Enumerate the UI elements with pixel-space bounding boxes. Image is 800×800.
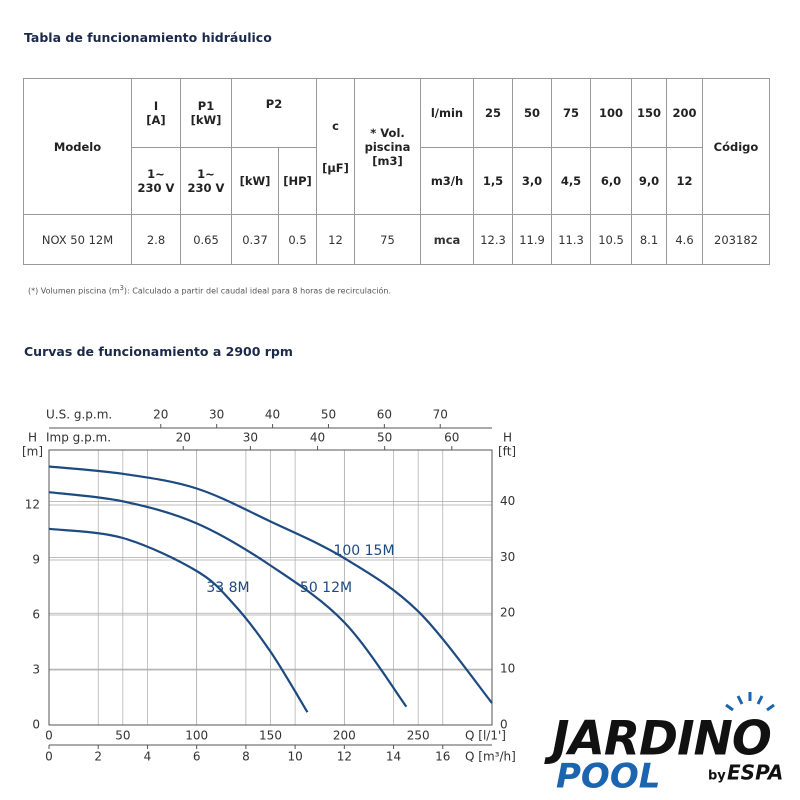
header-cell: 1,5	[473, 147, 513, 215]
header-cell: Código	[702, 78, 770, 215]
header-cell: [HP]	[278, 147, 317, 215]
header-cell: 6,0	[590, 147, 632, 215]
header-cell: 12	[666, 147, 703, 215]
header-cell: l/min	[420, 78, 474, 148]
logo-text: POOL	[556, 757, 660, 797]
logo-text: JARDINO	[544, 712, 771, 767]
curve	[48, 527, 309, 713]
table-cell: 0.37	[231, 214, 279, 265]
header-cell: 9,0	[631, 147, 667, 215]
x4-tick-label: 50	[377, 431, 392, 445]
y-tick-label: 9	[32, 553, 40, 567]
y-tick-label: 6	[32, 608, 40, 622]
plot-frame	[48, 449, 493, 726]
x3-tick-label: 70	[433, 408, 448, 422]
logo-text: by	[708, 769, 726, 784]
y-tick-label: 0	[32, 718, 40, 732]
footnote-text: ): Calculado a partir del caudal ideal p…	[123, 286, 392, 296]
x4-tick-label: 30	[243, 431, 258, 445]
header-cell: c [µF]	[316, 78, 355, 215]
table-cell: 11.9	[512, 214, 552, 265]
curve	[48, 491, 408, 708]
chart-title: Curvas de funcionamiento a 2900 rpm	[24, 344, 293, 359]
table-cell: 203182	[702, 214, 770, 265]
footnote: (*) Volumen piscina (m3): Calculado a pa…	[28, 284, 391, 296]
header-cell: P2	[231, 78, 317, 148]
curve-label: 50 12M	[300, 580, 352, 596]
y2-tick-label: 0	[500, 718, 508, 732]
header-cell: I [A]	[131, 78, 181, 148]
x-tick-label: 50	[115, 729, 130, 743]
x3-tick-label: 50	[321, 408, 336, 422]
x3-tick-label: 30	[209, 408, 224, 422]
x3-tick-label: 60	[377, 408, 392, 422]
x-tick-label: 150	[259, 729, 282, 743]
x2-tick-label: 16	[435, 750, 450, 764]
axis-label: Imp g.p.m.	[46, 431, 111, 445]
table-cell: 0.5	[278, 214, 317, 265]
table-cell: 8.1	[631, 214, 667, 265]
curve-label: 100 15M	[333, 543, 394, 559]
logo-drops	[725, 692, 775, 712]
x-tick-label: 250	[407, 729, 430, 743]
table-cell: 2.8	[131, 214, 181, 265]
table: Modelo I [A] P1 [kW] P2 c [µF] * Vol. pi…	[23, 78, 770, 265]
header-cell: P1 [kW]	[180, 78, 232, 148]
logo-text: ESPA	[727, 761, 783, 785]
table-cell: 75	[354, 214, 421, 265]
x2-tick-label: 6	[193, 750, 201, 764]
axis-label: [m]	[22, 445, 43, 459]
table-cell: NOX 50 12M	[23, 214, 132, 265]
header-cell: m3/h	[420, 147, 474, 215]
header-cell: * Vol. piscina [m3]	[354, 78, 421, 215]
curve	[48, 465, 493, 704]
x4-tick-label: 40	[310, 431, 325, 445]
x-tick-label: 100	[185, 729, 208, 743]
footnote-sup: 3	[119, 284, 124, 292]
x2-tick-label: 14	[386, 750, 401, 764]
footnote-text: (*) Volumen piscina (m	[28, 286, 120, 296]
x3-tick-label: 20	[153, 408, 168, 422]
x4-tick-label: 60	[444, 431, 459, 445]
y-tick-label: 3	[32, 663, 40, 677]
x2-tick-label: 2	[94, 750, 102, 764]
header-cell: 75	[551, 78, 591, 148]
x2-tick-label: 10	[287, 750, 302, 764]
header-cell: 1~ 230 V	[131, 147, 181, 215]
axis-label: U.S. g.p.m.	[46, 408, 112, 422]
axis-label: H	[28, 431, 37, 445]
header-cell: 200	[666, 78, 703, 148]
y2-tick-label: 30	[500, 550, 515, 564]
axis-label: H	[503, 431, 512, 445]
curve-label: 33 8M	[206, 580, 249, 596]
x2-tick-label: 8	[242, 750, 250, 764]
x2-tick-label: 12	[337, 750, 352, 764]
x4-tick-label: 20	[176, 431, 191, 445]
x3-tick-label: 40	[265, 408, 280, 422]
table-title: Tabla de funcionamiento hidráulico	[24, 30, 272, 45]
x-tick-label: 0	[45, 729, 53, 743]
x2-tick-label: 0	[45, 750, 53, 764]
y-tick-label: 12	[25, 498, 40, 512]
y2-tick-label: 20	[500, 606, 515, 620]
table-cell: 11.3	[551, 214, 591, 265]
axis-label: [ft]	[498, 445, 516, 459]
y2-tick-label: 40	[500, 494, 515, 508]
axis-label: Q [l/1']	[465, 729, 506, 743]
table-cell: 12	[316, 214, 355, 265]
header-cell: Modelo	[23, 78, 132, 215]
table-cell: mca	[420, 214, 474, 265]
axis-label: Q [m³/h]	[465, 750, 516, 764]
x2-tick-label: 4	[144, 750, 152, 764]
y2-tick-label: 10	[500, 662, 515, 676]
x-tick-label: 200	[333, 729, 356, 743]
table-cell: 10.5	[590, 214, 632, 265]
